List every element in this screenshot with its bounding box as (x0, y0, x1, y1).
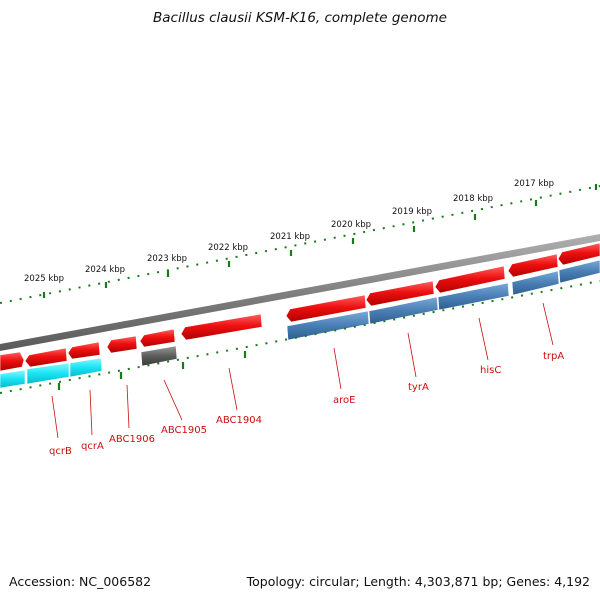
gene-arrow (285, 294, 367, 323)
scale-labels: 2025 kbp 2024 kbp 2023 kbp 2022 kbp 2021… (24, 179, 554, 284)
gene-block (286, 310, 370, 341)
label-connectors (51, 302, 554, 439)
gene-labels: qcrB qcrA ABC1906 ABC1905 ABC1904 aroE t… (49, 351, 564, 457)
gene-block (511, 270, 560, 296)
gene-block (0, 369, 26, 389)
gene-arrow (0, 351, 25, 372)
gene-label: qcrB (49, 446, 72, 457)
gene-arrow (24, 347, 68, 368)
inner-major-ticks (57, 351, 247, 390)
gene-label: ABC1906 (109, 434, 155, 445)
gene-block (437, 282, 510, 311)
outer-major-ticks (42, 184, 598, 298)
gene-block (368, 296, 439, 325)
genome-summary-text: Topology: circular; Length: 4,303,871 bp… (246, 574, 590, 589)
reverse-strand-genes (0, 259, 600, 389)
inner-tick-ring (0, 280, 600, 394)
gene-label: trpA (543, 351, 564, 362)
scale-label: 2025 kbp (24, 274, 64, 284)
gene-block (26, 362, 70, 385)
gene-arrow (67, 341, 101, 360)
map-title: Bacillus clausii KSM-K16, complete genom… (153, 10, 447, 26)
gene-arrow (180, 313, 263, 341)
gene-arrow (507, 253, 559, 278)
gene-block (69, 357, 103, 378)
gene-arrow (106, 335, 138, 354)
gene-label: hisC (480, 365, 501, 376)
scale-label: 2017 kbp (514, 179, 554, 189)
gene-label: ABC1904 (216, 415, 262, 426)
gene-label: aroE (333, 395, 355, 406)
scale-label: 2021 kbp (270, 232, 310, 242)
scale-label: 2022 kbp (208, 243, 248, 253)
gene-arrow (139, 328, 176, 348)
outer-tick-ring (0, 185, 600, 304)
genome-backbone (0, 234, 600, 351)
scale-label: 2023 kbp (147, 254, 187, 264)
gene-label: tyrA (408, 382, 429, 393)
scale-label: 2020 kbp (331, 220, 371, 230)
scale-label: 2018 kbp (453, 194, 493, 204)
gene-arrow (365, 280, 435, 307)
scale-label: 2024 kbp (85, 265, 125, 275)
gene-arrow (434, 265, 506, 294)
gene-arrow (557, 242, 600, 266)
gene-label: qcrA (81, 441, 104, 452)
accession-text: Accession: NC_006582 (9, 574, 152, 589)
forward-strand-genes (0, 242, 600, 372)
gene-label: ABC1905 (161, 425, 207, 436)
scale-label: 2019 kbp (392, 207, 432, 217)
gene-block (558, 259, 600, 284)
